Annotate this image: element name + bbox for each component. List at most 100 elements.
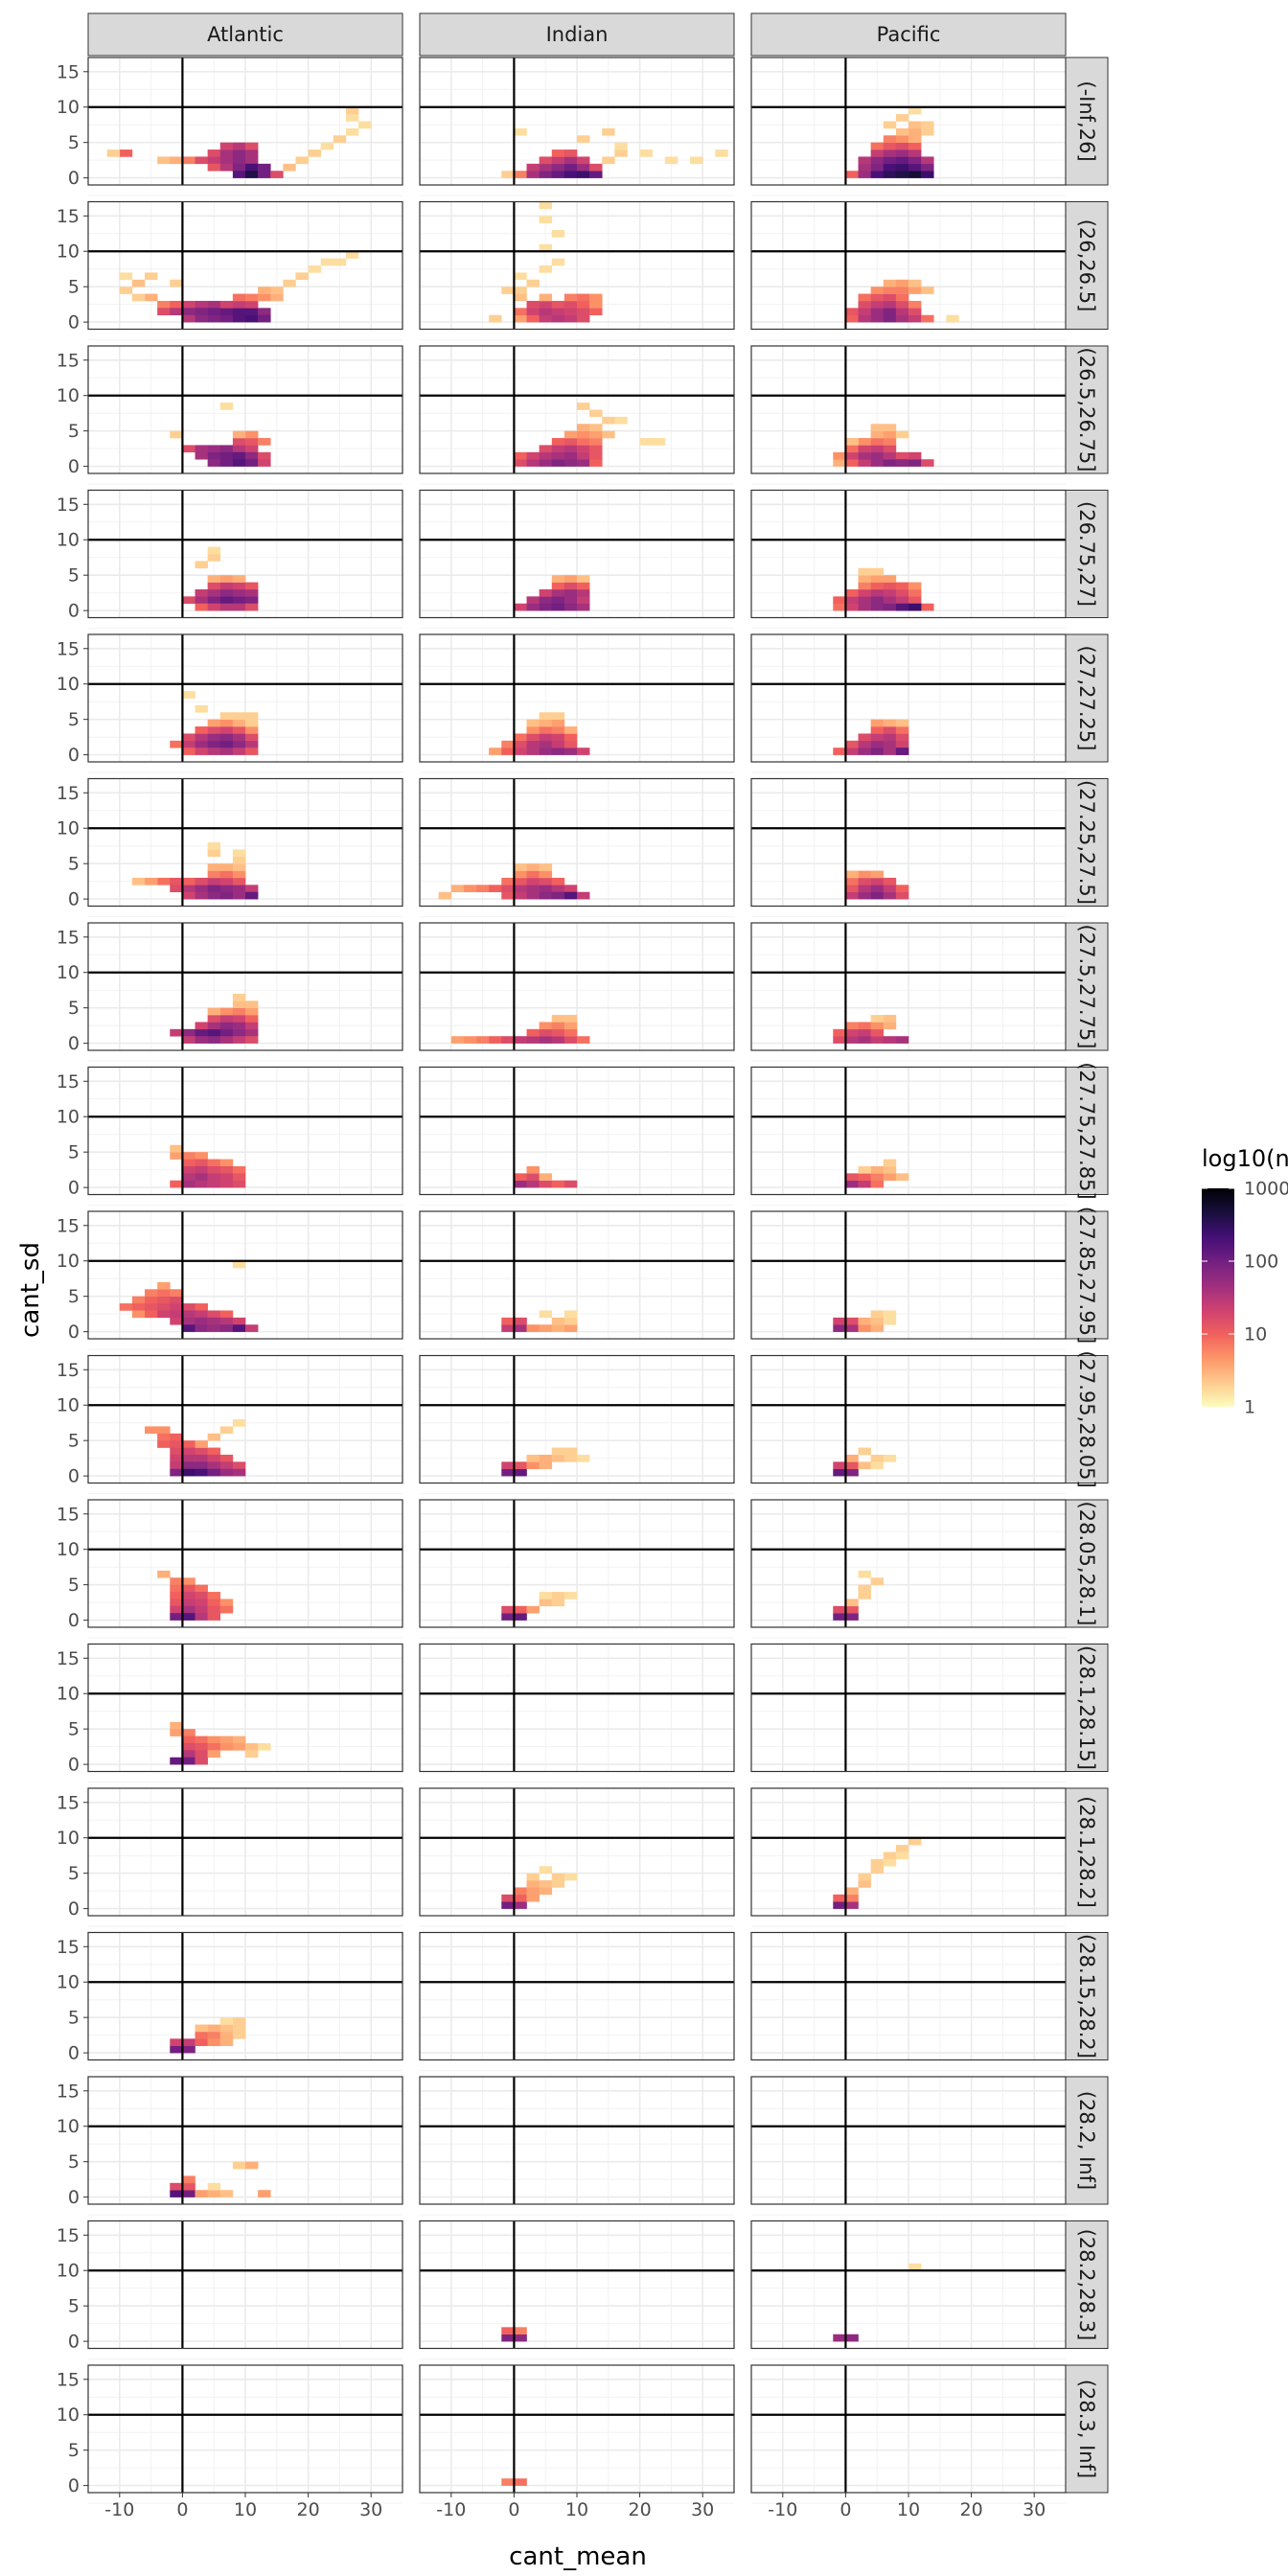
heatmap-cell <box>564 1015 578 1023</box>
heatmap-cell <box>551 726 565 734</box>
heatmap-cell <box>182 1577 196 1585</box>
y-axes: 0 5 10 15 0 5 10 15 0 5 10 15 0 5 10 15 0 5 10 15 0 5 10 15 0 5 10… <box>57 61 88 2496</box>
heatmap-cell <box>577 314 590 323</box>
y-tick-label: 15 <box>57 350 80 371</box>
heatmap-cell <box>858 171 871 178</box>
y-tick-label: 10 <box>57 1828 80 1849</box>
heatmap-cell <box>182 445 196 453</box>
heatmap-cell <box>207 1461 221 1470</box>
heatmap-cell <box>207 1468 221 1477</box>
facet-panel <box>87 1210 403 1350</box>
heatmap-cell <box>539 1598 553 1607</box>
heatmap-cell <box>564 459 578 467</box>
heatmap-cell <box>182 1461 196 1470</box>
heatmap-cell <box>258 451 271 460</box>
heatmap-cell <box>883 1454 897 1462</box>
heatmap-cell <box>207 1592 221 1599</box>
y-tick-label: 5 <box>68 1142 80 1163</box>
heatmap-cell <box>232 1015 246 1023</box>
row-strip-label: (27.25,27.5] <box>1075 780 1098 905</box>
legend-label: 1 <box>1244 1397 1255 1418</box>
heatmap-cell <box>526 1324 540 1332</box>
heatmap-cell <box>845 891 859 900</box>
y-tick-label: 15 <box>57 494 80 516</box>
heatmap-cell <box>858 1461 871 1470</box>
facet-panel <box>750 777 1067 918</box>
heatmap-cell <box>514 314 527 323</box>
heatmap-cell <box>883 459 897 467</box>
heatmap-cell <box>170 1440 183 1448</box>
heatmap-cell <box>883 740 897 748</box>
heatmap-cell <box>219 1742 234 1751</box>
heatmap-cell <box>908 150 922 157</box>
heatmap-cell <box>182 2182 196 2191</box>
heatmap-cell <box>219 445 234 453</box>
heatmap-cell <box>489 1036 502 1044</box>
heatmap-cell <box>245 1036 259 1044</box>
heatmap-cell <box>577 308 590 316</box>
heatmap-cell <box>170 1468 183 1477</box>
heatmap-cell <box>845 870 859 879</box>
heatmap-cell <box>195 1310 208 1319</box>
heatmap-cell <box>845 596 859 605</box>
heatmap-cell <box>182 596 196 605</box>
heatmap-cells <box>833 424 934 467</box>
heatmap-cell <box>501 1613 515 1621</box>
heatmap-cell <box>514 1613 527 1621</box>
y-tick-label: 5 <box>68 421 80 442</box>
facet-panel <box>419 200 735 341</box>
y-tick-label: 5 <box>68 1863 80 1884</box>
heatmap-cell <box>145 272 158 281</box>
heatmap-cell <box>883 135 897 143</box>
heatmap-cell <box>883 171 897 178</box>
heatmap-cell <box>182 1028 196 1037</box>
panel-border <box>419 1210 735 1340</box>
heatmap-cell <box>195 704 208 713</box>
heatmap-cell <box>551 445 565 453</box>
panel-border <box>419 633 735 763</box>
heatmap-cell <box>501 1324 515 1332</box>
heatmap-cell <box>564 575 578 583</box>
heatmap-cell <box>602 156 615 165</box>
heatmap-cell <box>589 171 603 178</box>
heatmap-cell <box>883 1310 897 1319</box>
heatmap-cell <box>526 740 540 748</box>
heatmap-cell <box>157 1426 171 1435</box>
y-tick-label: 15 <box>57 2369 80 2390</box>
heatmap-cell <box>170 1447 183 1456</box>
heatmap-cell <box>489 748 502 755</box>
heatmap-cell <box>232 1317 246 1325</box>
heatmap-cell <box>589 293 603 302</box>
heatmap-cell <box>833 451 846 460</box>
facet-panel <box>87 1931 403 2072</box>
heatmap-cell <box>845 603 859 611</box>
heatmap-cell <box>564 171 578 178</box>
heatmap-cell <box>564 733 578 742</box>
heatmap-cell <box>564 588 578 597</box>
heatmap-cell <box>539 1036 553 1044</box>
y-tick-label: 10 <box>57 1251 80 1272</box>
heatmap-cell <box>539 1173 553 1182</box>
heatmap-cell <box>858 314 871 323</box>
heatmap-cell <box>895 603 909 611</box>
heatmap-cell <box>514 2334 527 2342</box>
column-strip <box>750 12 1067 57</box>
heatmap-cell <box>564 1317 578 1325</box>
heatmap-cells <box>170 993 259 1044</box>
heatmap-cells <box>145 1419 246 1477</box>
heatmap-cell <box>170 2038 183 2047</box>
heatmap-cell <box>539 171 553 178</box>
heatmap-cell <box>514 891 527 900</box>
heatmap-cell <box>845 1901 859 1909</box>
heatmap-cell <box>232 748 246 755</box>
heatmap-cell <box>501 287 515 294</box>
heatmap-cell <box>157 1296 171 1304</box>
heatmap-cell <box>106 150 121 157</box>
heatmap-cell <box>501 1461 515 1470</box>
heatmap-cell <box>539 300 553 309</box>
heatmap-cells <box>833 1570 885 1621</box>
heatmap-cell <box>690 156 703 165</box>
heatmap-cell <box>207 1447 221 1456</box>
heatmap-cell <box>232 1173 246 1182</box>
heatmap-cell <box>539 1461 553 1470</box>
